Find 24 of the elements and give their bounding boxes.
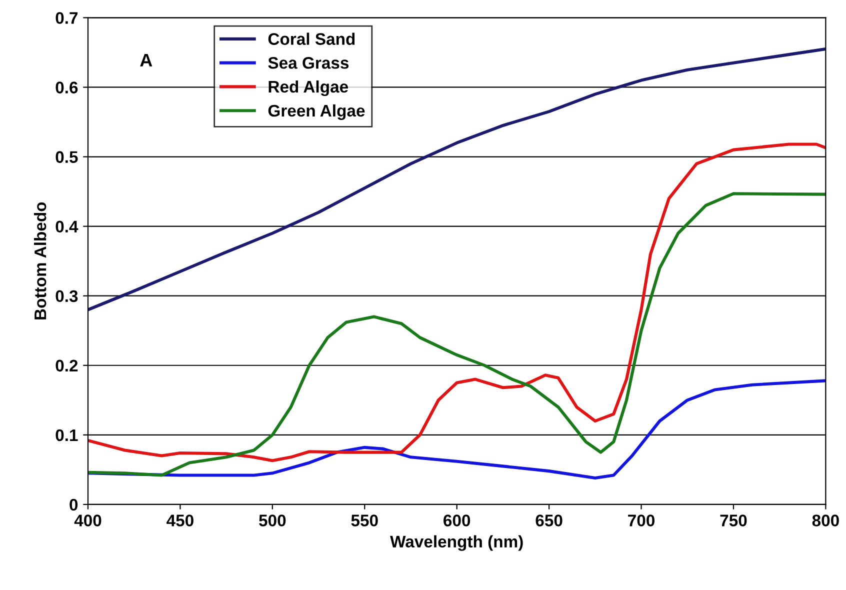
x-tick-label: 550 <box>351 514 378 526</box>
legend-label: Sea Grass <box>268 57 349 69</box>
annotation: A <box>140 54 152 66</box>
x-tick-label: 650 <box>536 514 562 526</box>
legend-label: Green Algae <box>268 104 365 120</box>
y-tick-label: 0 <box>70 498 78 511</box>
y-tick-label: 0.5 <box>56 151 78 163</box>
x-tick-label: 600 <box>444 514 470 526</box>
y-tick-label: 0.1 <box>56 429 78 442</box>
y-axis-title: Bottom Albedo <box>34 202 46 320</box>
x-tick-label: 450 <box>166 514 194 526</box>
x-tick-label: 800 <box>812 514 839 526</box>
x-axis-title: Wavelength (nm) <box>390 535 523 551</box>
x-tick-label: 500 <box>259 514 286 526</box>
y-tick-label: 0.6 <box>56 82 78 94</box>
y-tick-label: 0.7 <box>56 12 78 24</box>
x-tick-label: 400 <box>74 514 102 526</box>
x-tick-label: 750 <box>720 514 747 526</box>
x-tick-label: 700 <box>628 514 654 526</box>
y-tick-label: 0.4 <box>56 220 78 233</box>
y-tick-label: 0.2 <box>56 360 78 372</box>
legend-label: Coral Sand <box>268 32 355 45</box>
y-tick-label: 0.3 <box>56 290 78 302</box>
legend-label: Red Algae <box>268 80 348 96</box>
